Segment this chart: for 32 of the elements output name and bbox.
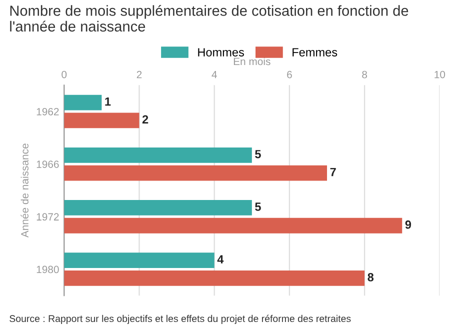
bar — [64, 112, 140, 128]
data-label: 8 — [368, 273, 374, 282]
source-note: Source : Rapport sur les objectifs et les effets du projet de réforme des retraites — [10, 314, 351, 324]
x-tick-label: 2 — [136, 70, 142, 78]
bar — [64, 252, 214, 268]
y-tick-label: 1962 — [36, 108, 59, 116]
y-tick-label: 1980 — [36, 266, 59, 274]
x-tick-label: 8 — [362, 70, 368, 78]
bar — [64, 165, 328, 181]
y-axis-title: Année de naissance — [20, 144, 28, 238]
x-axis-title: En mois — [234, 57, 270, 66]
data-label: 5 — [255, 150, 261, 158]
x-tick-label: 10 — [434, 70, 446, 78]
bar — [64, 270, 365, 286]
y-tick-label: 1972 — [36, 213, 59, 221]
bar — [64, 147, 252, 163]
bar — [64, 94, 102, 110]
data-label: 5 — [255, 202, 261, 211]
y-tick-label: 1966 — [36, 160, 59, 168]
x-tick-label: 6 — [287, 70, 292, 78]
bar — [64, 218, 402, 234]
legend-label: Hommes — [198, 48, 244, 56]
x-tick-label: 0 — [62, 70, 67, 78]
data-label: 7 — [330, 168, 336, 176]
data-label: 9 — [405, 220, 412, 229]
chart-title: Nombre de mois supplémentaires de cotisation en fonction de l'année de naissance — [10, 5, 408, 32]
data-label: 1 — [105, 97, 111, 106]
data-label: 4 — [217, 255, 224, 264]
bar — [64, 200, 252, 216]
data-label: 2 — [142, 115, 148, 124]
x-tick-label: 4 — [212, 70, 217, 78]
legend-label: Femmes — [292, 48, 338, 56]
